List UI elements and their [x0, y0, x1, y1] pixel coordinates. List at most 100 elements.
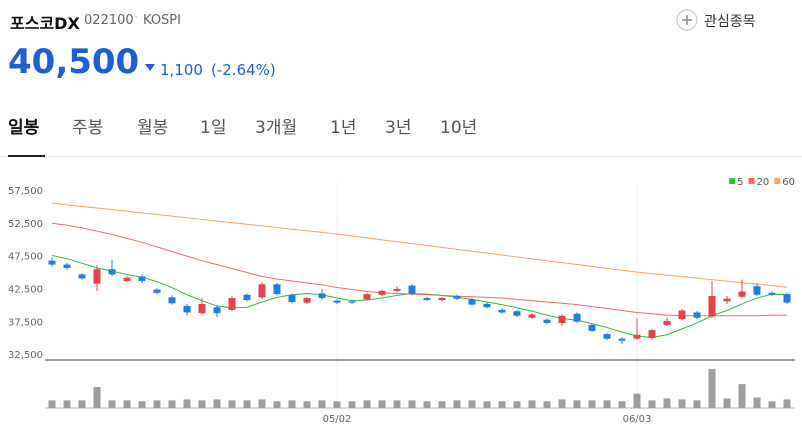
legend-label: 20 — [757, 177, 770, 188]
watch-button[interactable]: 관심종목 — [704, 14, 756, 30]
candle-body — [573, 313, 581, 322]
candle-body — [633, 334, 641, 339]
tab-divider — [0, 156, 802, 157]
candle-body — [108, 269, 116, 275]
y-tick-label: 32,500 — [8, 350, 43, 361]
candle-body — [423, 298, 431, 301]
candle-body — [693, 312, 701, 318]
volume-bar — [123, 400, 131, 408]
candle-body — [498, 309, 506, 313]
y-tick-label: 57,500 — [8, 186, 43, 197]
candle-body — [288, 294, 296, 302]
volume-bar — [348, 401, 356, 408]
volume-bar — [63, 400, 71, 408]
volume-bar — [753, 397, 761, 408]
candle-body — [168, 297, 176, 304]
volume-bar — [138, 401, 146, 408]
volume-bar — [603, 400, 611, 408]
period-tab[interactable]: 1년 — [330, 118, 357, 138]
volume-bar — [663, 398, 671, 408]
volume-bar — [633, 393, 641, 408]
candle-body — [468, 299, 476, 305]
period-tab[interactable]: 일봉 — [8, 118, 40, 138]
period-tab[interactable]: 주봉 — [72, 118, 104, 138]
volume-bar — [588, 400, 596, 408]
candle-body — [708, 296, 716, 317]
watch-icon[interactable] — [676, 9, 698, 31]
period-tab[interactable]: 1일 — [200, 118, 227, 138]
candle-body — [618, 338, 626, 341]
volume-bar — [483, 401, 491, 408]
price-change: 1,100 — [160, 61, 203, 79]
period-tab[interactable]: 3개월 — [255, 118, 298, 138]
legend-swatch — [748, 178, 755, 184]
separator-dot: · — [134, 11, 139, 26]
volume-bar — [363, 400, 371, 408]
candle-body — [723, 298, 731, 302]
moving-average-line — [51, 202, 788, 288]
volume-bar — [558, 399, 566, 408]
volume-bar — [183, 399, 191, 408]
candle-body — [393, 288, 401, 291]
volume-bar — [408, 400, 416, 408]
volume-bar — [198, 400, 206, 408]
period-tab[interactable]: 3년 — [385, 118, 412, 138]
stock-name: 포스코DX — [10, 14, 80, 33]
volume-bar — [213, 399, 221, 408]
market: KOSPI — [143, 13, 181, 28]
candle-body — [528, 314, 536, 318]
candle-body — [453, 296, 461, 299]
volume-bar — [513, 401, 521, 408]
volume-bar — [498, 401, 506, 408]
candle-body — [63, 264, 71, 268]
volume-bar — [108, 400, 116, 408]
moving-average-line — [51, 222, 787, 317]
volume-bar — [468, 400, 476, 408]
candle-body — [408, 285, 416, 295]
candle-body — [588, 324, 596, 331]
candle-body — [138, 276, 146, 281]
candle-body — [243, 294, 251, 301]
volume-bar — [78, 400, 86, 408]
volume-bar — [318, 400, 326, 408]
candle-body — [663, 320, 671, 325]
candle-body — [333, 300, 341, 303]
volume-bar — [243, 400, 251, 408]
volume-bar — [708, 368, 716, 408]
x-tick-label: 06/03 — [623, 414, 652, 425]
volume-bar — [768, 401, 776, 408]
candle-body — [153, 289, 161, 293]
volume-bar — [168, 400, 176, 408]
volume-bar — [678, 399, 686, 408]
candle-body — [483, 303, 491, 308]
y-tick-label: 47,500 — [8, 252, 43, 263]
y-tick-label: 42,500 — [8, 285, 43, 296]
volume-bar — [528, 400, 536, 408]
volume-bar — [333, 401, 341, 408]
volume-bar — [303, 401, 311, 408]
legend-label: 60 — [782, 177, 795, 188]
volume-bar — [783, 399, 791, 408]
candle-body — [198, 303, 206, 314]
candle-body — [348, 301, 356, 303]
period-tab[interactable]: 10년 — [440, 118, 478, 138]
candle-body — [513, 311, 521, 316]
volume-bar — [258, 399, 266, 408]
current-price: 40,500 — [8, 42, 140, 82]
price-change-pct: (-2.64%) — [211, 61, 276, 79]
volume-bar — [453, 400, 461, 408]
volume-bar — [543, 401, 551, 408]
candle-body — [303, 298, 311, 303]
volume-bar — [648, 400, 656, 408]
legend-label: 5 — [737, 177, 743, 188]
candle-body — [213, 307, 221, 314]
volume-bar — [153, 400, 161, 408]
stock-code: 022100 — [84, 13, 134, 28]
volume-bar — [618, 401, 626, 408]
candle-body — [93, 269, 101, 284]
period-tab[interactable]: 월봉 — [137, 118, 169, 138]
candle-body — [183, 305, 191, 313]
volume-bar — [273, 401, 281, 408]
volume-bar — [438, 401, 446, 408]
